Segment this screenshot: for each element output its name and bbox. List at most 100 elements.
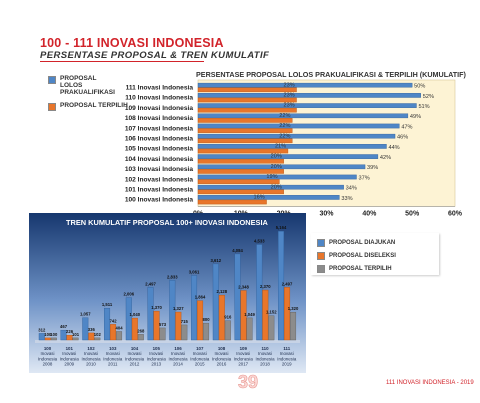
x-category-label: 108 bbox=[218, 346, 226, 351]
chart1-legend: PROPOSAL LOLOS PRAKUALIFIKASI PROPOSAL T… bbox=[48, 75, 128, 117]
bar-diajukan bbox=[256, 244, 263, 341]
bar-diajukan bbox=[169, 280, 176, 341]
x-category-label: Inovasi bbox=[193, 351, 207, 356]
data-label-terpilih: 22% bbox=[279, 123, 290, 129]
x-category-label: 109 bbox=[240, 346, 248, 351]
bar-diseleksi bbox=[110, 324, 117, 341]
bar-terpilih bbox=[197, 189, 284, 195]
bar-diseleksi bbox=[175, 311, 182, 341]
footer-text: 111 INOVASI INDONESIA - 2019 bbox=[386, 380, 474, 386]
x-category-label: Indonesia bbox=[212, 356, 232, 361]
data-label-lolos: 44% bbox=[388, 145, 399, 151]
x-category-label: 110 bbox=[261, 346, 269, 351]
category-label: 107 Inovasi Indonesia bbox=[125, 125, 193, 132]
chart2-title: TREN KUMULATIF PROPOSAL 100+ INOVASI IND… bbox=[66, 218, 268, 227]
x-category-label: 111 bbox=[283, 346, 290, 351]
x-category-label: Indonesia bbox=[81, 356, 101, 361]
page-number: 39 bbox=[238, 372, 259, 393]
data-label-lolos: 37% bbox=[358, 175, 369, 181]
bar-diseleksi bbox=[262, 289, 269, 341]
data-label-diajukan: 3,612 bbox=[211, 258, 222, 263]
bar-lolos bbox=[197, 133, 396, 139]
x-category-label: Indonesia bbox=[234, 356, 254, 361]
x-tick-label: 60% bbox=[448, 210, 463, 217]
legend-item-diajukan: PROPOSAL DIAJUKAN bbox=[317, 238, 439, 247]
bar-diseleksi bbox=[153, 310, 160, 341]
legend-label: PROPOSAL TERPILIH bbox=[329, 265, 392, 272]
data-label-lolos: 42% bbox=[380, 155, 391, 161]
x-category-label: Indonesia bbox=[103, 356, 123, 361]
x-category-label: 2017 bbox=[238, 362, 248, 367]
bar-lolos bbox=[197, 93, 421, 98]
legend-swatch-gray bbox=[317, 265, 325, 273]
x-category-label: 104 bbox=[131, 346, 139, 351]
bar-terpilih bbox=[290, 311, 297, 341]
bar-diajukan bbox=[234, 253, 241, 341]
category-label: 105 Inovasi Indonesia bbox=[125, 146, 193, 153]
category-label: 103 Inovasi Indonesia bbox=[125, 166, 193, 173]
data-label-terpilih: 22% bbox=[279, 113, 290, 119]
data-label-diajukan: 4,084 bbox=[232, 248, 243, 253]
data-label-lolos: 33% bbox=[341, 196, 352, 202]
bar-terpilih bbox=[197, 138, 293, 144]
bar-terpilih bbox=[203, 322, 210, 341]
data-label-terpilih: 101 bbox=[72, 332, 80, 337]
x-category-label: Indonesia bbox=[277, 356, 297, 361]
bar-lolos bbox=[197, 113, 409, 119]
x-tick-label: 20% bbox=[277, 210, 292, 217]
data-label-terpilih: 23% bbox=[284, 93, 295, 99]
bar-diseleksi bbox=[197, 300, 204, 341]
x-category-label: 2019 bbox=[282, 362, 292, 367]
x-category-label: Inovasi bbox=[280, 351, 294, 356]
x-category-label: 2008 bbox=[43, 362, 53, 367]
data-label-lolos: 51% bbox=[418, 104, 429, 110]
bar-terpilih bbox=[137, 334, 144, 341]
bar-diseleksi bbox=[66, 335, 73, 341]
data-label-diseleksi: 2,497 bbox=[282, 281, 293, 286]
legend-swatch-orange bbox=[48, 103, 56, 112]
data-label-terpilih: 102 bbox=[94, 332, 102, 337]
legend-label: PROPOSAL DIAJUKAN bbox=[329, 239, 396, 246]
bar-terpilih bbox=[72, 337, 79, 341]
data-label-terpilih: 573 bbox=[159, 322, 167, 327]
data-label-diseleksi: 100 bbox=[44, 332, 52, 337]
bar-diajukan bbox=[125, 297, 132, 341]
data-label-terpilih: 20% bbox=[271, 164, 282, 170]
data-label-terpilih: 1,049 bbox=[244, 312, 255, 317]
x-category-label: 2015 bbox=[195, 362, 205, 367]
bar-diseleksi bbox=[131, 317, 138, 341]
category-label: 106 Inovasi Indonesia bbox=[125, 136, 193, 143]
x-category-label: 2016 bbox=[217, 362, 227, 367]
bar-diseleksi bbox=[240, 290, 247, 341]
x-category-label: Indonesia bbox=[255, 356, 275, 361]
data-label-diajukan: 3,061 bbox=[189, 270, 200, 275]
x-category-label: Inovasi bbox=[258, 351, 272, 356]
data-label-diseleksi: 1,864 bbox=[195, 295, 206, 300]
data-label-diajukan: 1,511 bbox=[102, 302, 113, 307]
bar-diseleksi bbox=[44, 337, 51, 341]
bar-diajukan bbox=[278, 230, 285, 341]
data-label-terpilih: 100 bbox=[50, 332, 58, 337]
x-category-label: Inovasi bbox=[149, 351, 163, 356]
x-category-label: 2010 bbox=[86, 362, 96, 367]
x-category-label: Indonesia bbox=[38, 356, 58, 361]
x-category-label: 2013 bbox=[151, 362, 161, 367]
chart2-floor bbox=[35, 340, 300, 343]
data-label-terpilih: 20% bbox=[271, 184, 282, 190]
data-label-diseleksi: 2,370 bbox=[260, 284, 271, 289]
data-label-diseleksi: 2,348 bbox=[238, 285, 249, 290]
x-category-label: 102 bbox=[87, 346, 95, 351]
data-label-terpilih: 23% bbox=[284, 82, 295, 88]
data-label-terpilih: 404 bbox=[116, 325, 124, 330]
x-category-label: 105 bbox=[153, 346, 161, 351]
bar-terpilih bbox=[159, 327, 166, 341]
legend-label: PROPOSAL DISELEKSI bbox=[329, 252, 396, 259]
data-label-lolos: 46% bbox=[397, 135, 408, 141]
x-tick-label: 40% bbox=[362, 210, 377, 217]
bar-terpilih bbox=[268, 315, 275, 341]
data-label-terpilih: 800 bbox=[203, 317, 211, 322]
bar-lolos bbox=[197, 82, 413, 88]
data-label-diajukan: 4,533 bbox=[254, 238, 265, 243]
data-label-terpilih: 22% bbox=[279, 133, 290, 139]
bar-terpilih bbox=[197, 118, 293, 123]
